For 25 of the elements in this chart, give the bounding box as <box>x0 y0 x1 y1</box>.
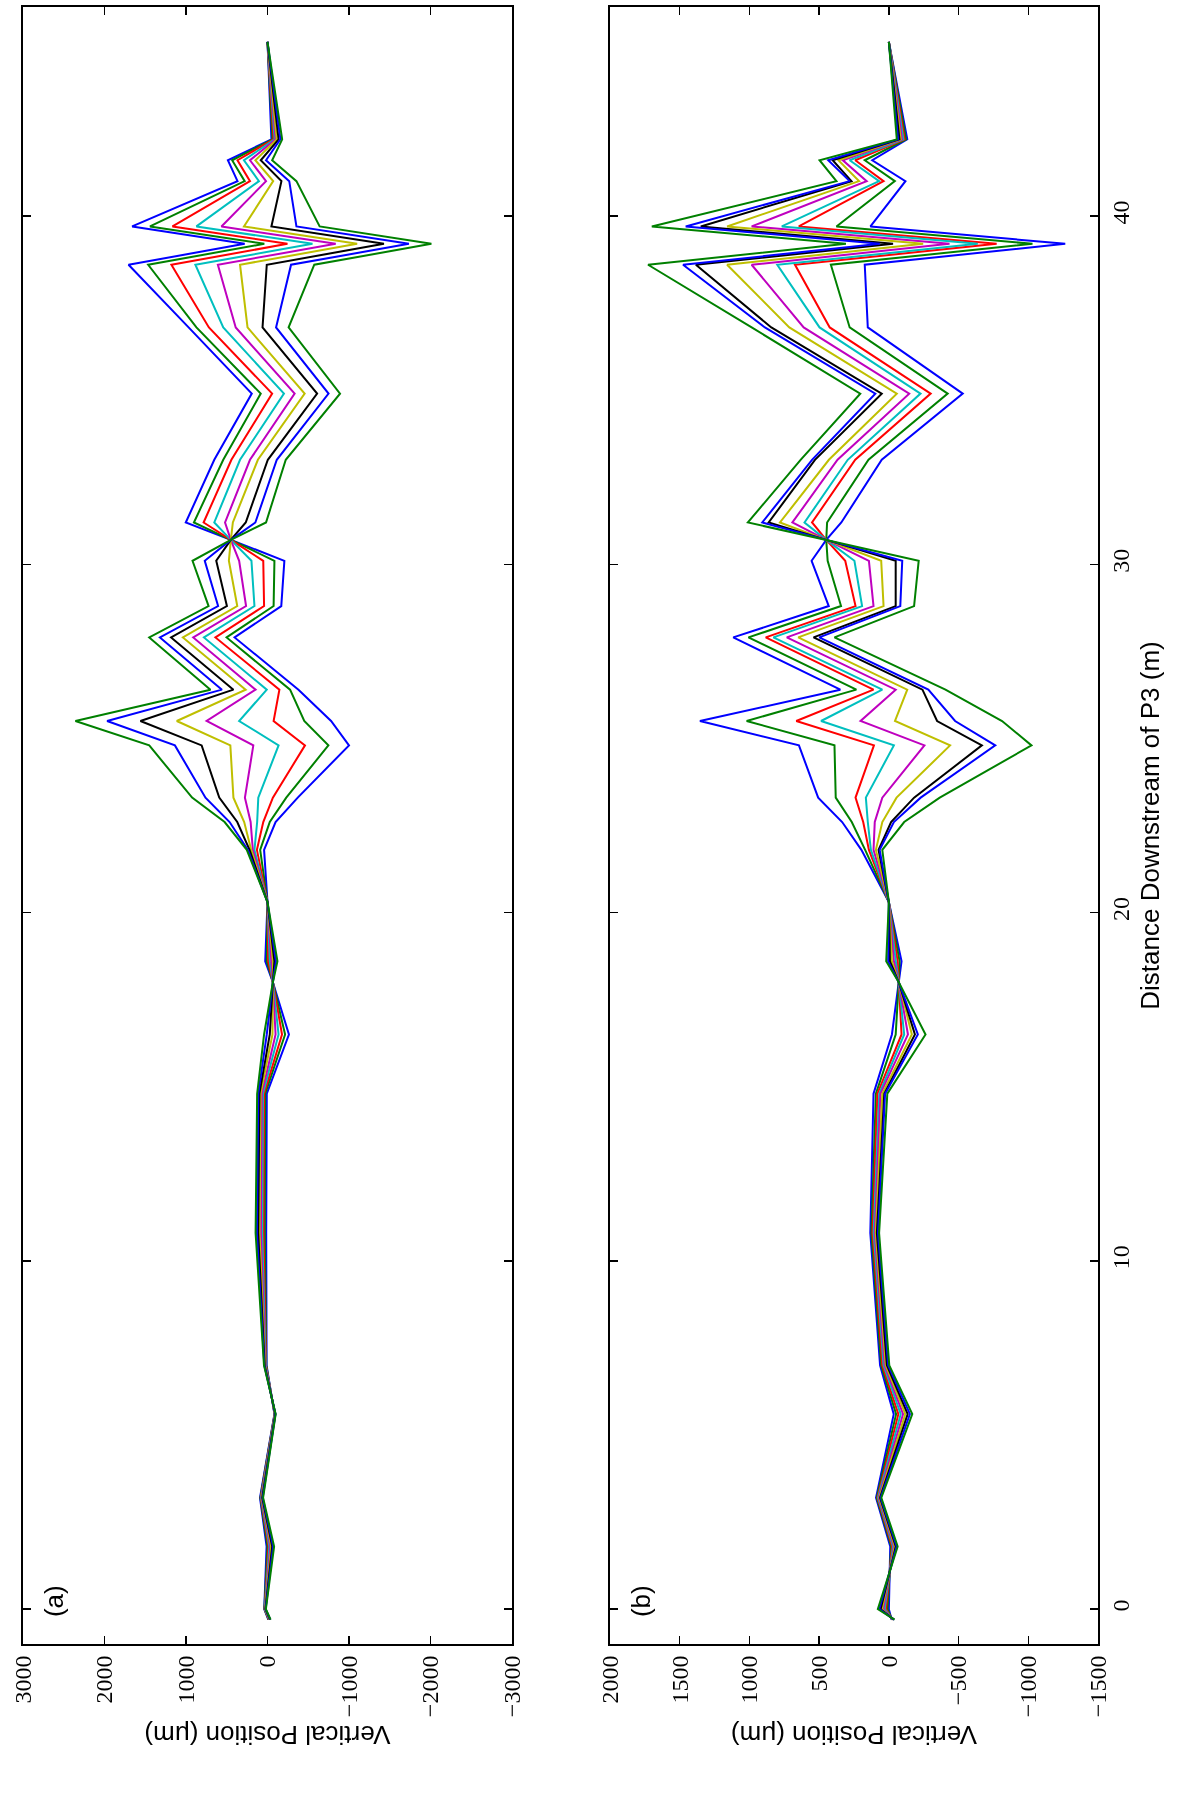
x-tick-label: 2000 <box>596 1655 623 1704</box>
x-tick-label: 500 <box>805 1655 832 1692</box>
annotation: (b) <box>626 1585 657 1618</box>
x-tick-label: −1000 <box>1015 1655 1042 1718</box>
x-tick-label: −500 <box>945 1655 972 1706</box>
y-tick-label: 10 <box>1107 1245 1134 1270</box>
x-tick-label: 1500 <box>666 1655 693 1704</box>
x-tick-label: 0 <box>254 1655 281 1668</box>
x-tick-label: 1000 <box>736 1655 763 1704</box>
y-tick-label: 20 <box>1107 896 1134 921</box>
x-tick-label: −1000 <box>335 1655 362 1718</box>
x-tick-label: −2000 <box>417 1655 444 1718</box>
x-axis-title: Vertical Position (μm) <box>730 1720 978 1751</box>
y-tick-label: 30 <box>1107 548 1134 573</box>
x-tick-label: 1000 <box>172 1655 199 1704</box>
annotation: (a) <box>39 1585 70 1618</box>
x-tick-label: −3000 <box>498 1655 525 1718</box>
x-axis-title: Vertical Position (μm) <box>144 1720 391 1751</box>
x-tick-label: 2000 <box>91 1655 118 1704</box>
y-axis-title: Distance Downstream of P3 (m) <box>1135 641 1165 1010</box>
x-tick-label: 3000 <box>9 1655 36 1704</box>
x-tick-label: 0 <box>875 1655 902 1668</box>
x-tick-label: −1500 <box>1084 1655 1111 1718</box>
y-tick-label: 0 <box>1107 1599 1134 1612</box>
y-tick-label: 40 <box>1107 200 1134 225</box>
